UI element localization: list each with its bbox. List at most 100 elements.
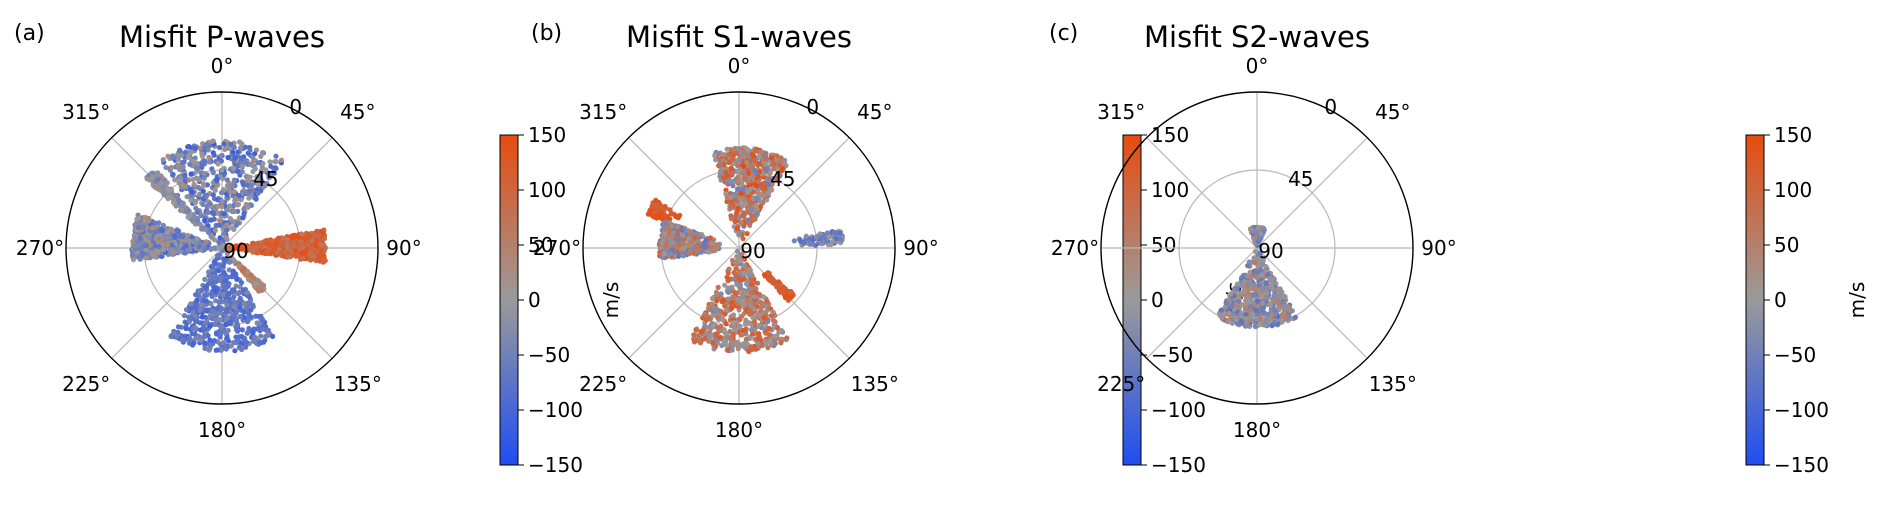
data-point-cluster-1 — [752, 157, 758, 164]
data-point-cluster-5 — [733, 266, 739, 272]
data-point-cluster-5 — [733, 291, 739, 297]
data-point-cluster-1 — [1257, 230, 1263, 237]
data-point-cluster-1 — [225, 207, 231, 213]
colorbar-tick-label: −100 — [528, 398, 583, 422]
data-point-cluster-6 — [176, 248, 182, 254]
data-point-cluster-5 — [262, 337, 268, 343]
data-point-cluster-1 — [205, 209, 211, 215]
data-point-cluster-5 — [725, 285, 732, 291]
data-point-cluster-2 — [1252, 248, 1258, 255]
data-point-cluster-2 — [1265, 271, 1271, 277]
data-point-cluster-1 — [742, 177, 748, 183]
radial-tick-label: 45 — [770, 167, 795, 191]
data-point-cluster-2 — [185, 214, 191, 220]
data-point-cluster-6 — [161, 246, 167, 252]
data-point-cluster-5 — [717, 334, 723, 341]
data-point-cluster-1 — [218, 153, 224, 159]
azimuth-tick-label: 90° — [386, 236, 421, 260]
data-point-cluster-5 — [256, 313, 262, 320]
data-point-cluster-1 — [227, 216, 233, 222]
data-point-cluster-6 — [676, 237, 682, 243]
data-point-cluster-1 — [230, 149, 236, 155]
data-point-cluster-5 — [784, 335, 790, 341]
data-point-cluster-2 — [653, 197, 659, 203]
data-point-cluster-5 — [696, 338, 702, 344]
data-point-cluster-1 — [763, 152, 769, 158]
data-point-cluster-4 — [241, 266, 247, 272]
data-point-cluster-2 — [1222, 304, 1228, 310]
data-point-cluster-5 — [215, 253, 221, 259]
azimuth-gridline — [738, 137, 850, 249]
data-point-cluster-5 — [207, 337, 213, 343]
data-point-cluster-6 — [709, 241, 715, 247]
data-point-cluster-5 — [691, 332, 697, 338]
data-point-cluster-5 — [198, 302, 205, 308]
data-point-cluster-3 — [837, 236, 843, 242]
data-point-cluster-5 — [700, 315, 706, 321]
data-point-cluster-1 — [751, 216, 758, 222]
data-point-cluster-5 — [224, 298, 230, 304]
data-point-cluster-6 — [191, 239, 197, 245]
data-point-cluster-5 — [175, 324, 181, 330]
data-point-cluster-5 — [766, 325, 772, 332]
azimuth-gridline — [1256, 247, 1368, 359]
data-point-cluster-1 — [770, 175, 776, 182]
data-point-cluster-5 — [189, 315, 195, 321]
colorbar-label: m/s — [599, 282, 623, 319]
data-point-cluster-5 — [726, 266, 732, 272]
data-point-cluster-2 — [179, 201, 185, 207]
data-point-cluster-5 — [738, 277, 745, 283]
data-point-cluster-3 — [272, 246, 278, 252]
data-point-cluster-5 — [748, 327, 755, 333]
radial-tick-label: 45 — [1288, 167, 1313, 191]
data-point-cluster-5 — [258, 333, 264, 339]
data-point-cluster-5 — [723, 321, 729, 327]
azimuth-gridline — [628, 137, 740, 249]
data-point-cluster-6 — [132, 235, 138, 241]
data-point-cluster-5 — [725, 296, 731, 302]
data-point-cluster-1 — [229, 225, 235, 231]
azimuth-gridline — [738, 247, 850, 359]
data-point-cluster-6 — [661, 251, 667, 257]
data-point-cluster-1 — [180, 164, 186, 170]
data-point-cluster-2 — [1259, 300, 1265, 306]
data-point-cluster-1 — [758, 182, 764, 188]
data-point-cluster-5 — [724, 331, 730, 337]
data-point-cluster-5 — [183, 307, 190, 313]
colorbar-gradient — [499, 134, 519, 466]
data-point-cluster-2 — [1263, 322, 1269, 328]
data-point-cluster-5 — [731, 270, 737, 276]
data-point-cluster-6 — [158, 226, 164, 233]
azimuth-tick-label: 225° — [579, 372, 627, 396]
data-point-cluster-2 — [1233, 301, 1239, 307]
polar-frame — [582, 91, 896, 405]
data-point-cluster-1 — [737, 195, 743, 202]
data-point-cluster-1 — [745, 147, 752, 153]
data-point-cluster-5 — [236, 289, 243, 296]
data-point-cluster-3 — [837, 230, 843, 236]
data-point-cluster-1 — [221, 141, 227, 147]
data-point-cluster-1 — [200, 201, 206, 208]
data-point-cluster-2 — [1280, 310, 1286, 316]
data-point-cluster-1 — [224, 222, 230, 228]
data-point-cluster-3 — [300, 250, 306, 256]
data-point-cluster-1 — [215, 161, 221, 167]
data-point-cluster-1 — [734, 225, 741, 231]
data-point-cluster-5 — [742, 340, 748, 346]
data-point-cluster-6 — [186, 238, 192, 244]
data-point-cluster-5 — [712, 336, 718, 342]
data-point-cluster-6 — [687, 229, 694, 235]
data-point-cluster-5 — [753, 346, 759, 352]
data-point-cluster-3 — [318, 242, 324, 248]
data-point-cluster-1 — [235, 149, 241, 155]
data-point-cluster-3 — [264, 240, 270, 246]
data-point-cluster-1 — [726, 177, 733, 184]
data-point-cluster-2 — [667, 207, 673, 213]
data-point-cluster-1 — [185, 144, 191, 150]
data-point-cluster-1 — [224, 235, 230, 241]
data-point-cluster-5 — [203, 284, 209, 290]
data-point-cluster-4 — [254, 281, 260, 287]
polar-frame — [1100, 91, 1414, 405]
data-point-cluster-5 — [778, 340, 784, 346]
data-point-cluster-5 — [192, 325, 198, 331]
